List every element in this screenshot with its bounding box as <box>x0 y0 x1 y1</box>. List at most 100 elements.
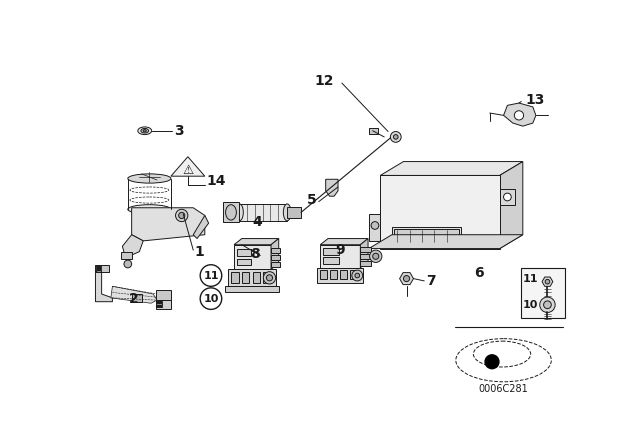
Polygon shape <box>271 238 279 269</box>
Circle shape <box>485 355 499 369</box>
Polygon shape <box>239 204 287 221</box>
Polygon shape <box>380 176 500 249</box>
Bar <box>156 301 163 302</box>
Ellipse shape <box>236 204 243 221</box>
Polygon shape <box>504 103 536 126</box>
Text: 0006C281: 0006C281 <box>479 383 529 394</box>
Circle shape <box>179 212 185 219</box>
Ellipse shape <box>225 205 236 220</box>
Ellipse shape <box>138 127 152 134</box>
Bar <box>156 290 171 302</box>
Polygon shape <box>369 235 523 249</box>
Text: 1: 1 <box>195 246 205 259</box>
Ellipse shape <box>128 205 171 214</box>
Text: 4: 4 <box>253 215 262 228</box>
Ellipse shape <box>284 204 291 221</box>
Ellipse shape <box>141 129 148 133</box>
Polygon shape <box>234 238 279 245</box>
Bar <box>520 268 565 318</box>
Text: 12: 12 <box>315 74 334 88</box>
Circle shape <box>545 280 550 284</box>
Polygon shape <box>326 179 338 196</box>
Bar <box>360 261 371 266</box>
Circle shape <box>372 253 379 259</box>
Bar <box>237 258 251 265</box>
Circle shape <box>540 297 555 313</box>
Circle shape <box>352 270 363 281</box>
Bar <box>350 270 357 280</box>
Polygon shape <box>193 215 209 238</box>
Circle shape <box>371 222 379 229</box>
Bar <box>369 128 378 134</box>
Bar <box>237 250 251 255</box>
Bar <box>369 214 380 241</box>
Polygon shape <box>320 245 360 268</box>
Bar <box>263 272 271 283</box>
Text: 10: 10 <box>204 293 219 304</box>
Bar <box>323 257 339 264</box>
Bar <box>231 272 239 283</box>
Bar <box>225 286 279 293</box>
Bar <box>340 270 348 280</box>
Circle shape <box>266 275 273 281</box>
Text: 11: 11 <box>204 271 219 280</box>
Bar <box>242 272 250 283</box>
Polygon shape <box>320 238 368 245</box>
Bar <box>95 265 109 272</box>
Polygon shape <box>95 271 113 302</box>
Text: 2: 2 <box>129 292 139 306</box>
Text: 10: 10 <box>523 300 538 310</box>
Text: 5: 5 <box>307 193 316 207</box>
Text: 6: 6 <box>474 266 484 280</box>
Bar <box>156 303 163 305</box>
Bar <box>253 272 260 283</box>
Circle shape <box>175 209 188 222</box>
Polygon shape <box>399 272 413 284</box>
Circle shape <box>369 250 382 263</box>
Bar <box>156 306 163 307</box>
Bar <box>320 270 327 280</box>
Bar <box>96 268 101 269</box>
Text: 7: 7 <box>427 274 436 288</box>
Polygon shape <box>132 208 205 241</box>
Bar <box>156 300 171 310</box>
Polygon shape <box>317 268 364 283</box>
Bar <box>330 270 337 280</box>
Ellipse shape <box>128 174 171 183</box>
Polygon shape <box>542 277 553 286</box>
Text: 14: 14 <box>206 174 226 188</box>
Text: 13: 13 <box>526 93 545 107</box>
Circle shape <box>394 134 398 139</box>
Polygon shape <box>500 189 515 205</box>
Circle shape <box>263 271 276 284</box>
Polygon shape <box>228 269 276 286</box>
Bar <box>271 248 280 253</box>
Polygon shape <box>171 157 205 176</box>
Polygon shape <box>380 162 523 176</box>
Circle shape <box>403 276 410 282</box>
Text: ⚠: ⚠ <box>182 164 193 177</box>
Bar <box>271 255 280 260</box>
Text: 11: 11 <box>523 274 538 284</box>
Polygon shape <box>111 286 157 303</box>
Circle shape <box>543 301 551 309</box>
Ellipse shape <box>143 129 147 132</box>
Bar <box>392 227 461 247</box>
Polygon shape <box>500 162 523 249</box>
Circle shape <box>200 265 221 286</box>
Bar <box>271 262 280 267</box>
Circle shape <box>515 111 524 120</box>
Polygon shape <box>360 238 368 268</box>
Text: 3: 3 <box>174 124 184 138</box>
Bar <box>287 207 301 218</box>
Circle shape <box>200 288 221 310</box>
Bar <box>360 247 371 252</box>
Text: 9: 9 <box>336 243 346 257</box>
Circle shape <box>355 273 360 278</box>
Bar <box>223 202 239 222</box>
Bar <box>96 270 101 271</box>
Bar <box>96 266 101 267</box>
Bar <box>121 252 132 259</box>
Bar <box>132 294 141 302</box>
Circle shape <box>124 260 132 268</box>
